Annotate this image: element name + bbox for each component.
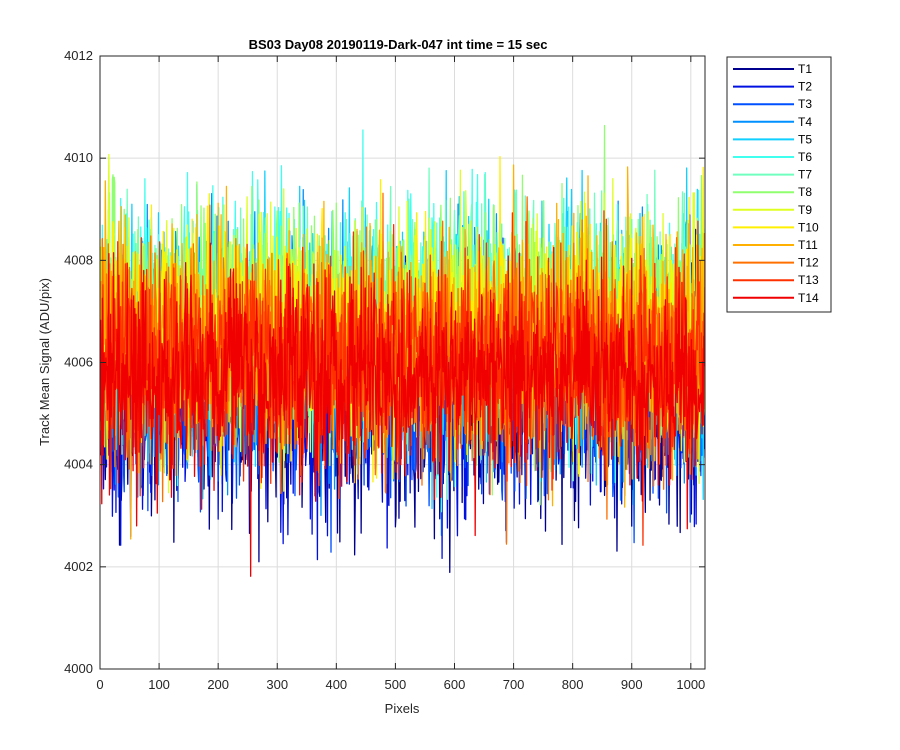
y-tick-label: 4002 (64, 559, 93, 574)
x-axis-label: Pixels (385, 701, 420, 716)
legend-label-t7: T7 (798, 168, 812, 182)
y-tick-label: 4010 (64, 150, 93, 165)
legend-label-t12: T12 (798, 256, 819, 270)
legend-box (726, 56, 832, 313)
legend-label-t2: T2 (798, 80, 812, 94)
x-tick-label: 1000 (676, 677, 705, 692)
legend: T1 T2 T3 T4 T5 T6 T7 T8 T9 T10 T11 T12 T13 T14 (726, 56, 832, 313)
x-tick-label: 900 (621, 677, 643, 692)
series-line-t8 (100, 124, 705, 506)
x-tick-label: 400 (325, 677, 347, 692)
x-tick-label: 300 (266, 677, 288, 692)
y-tick-label: 4004 (64, 457, 93, 472)
legend-label-t14: T14 (798, 291, 819, 305)
legend-label-t11: T11 (798, 238, 818, 252)
legend-label-t5: T5 (798, 132, 812, 146)
x-tick-label: 0 (96, 677, 103, 692)
y-tick-label: 4006 (64, 355, 93, 370)
x-tick-label: 800 (562, 677, 584, 692)
x-tick-label: 700 (503, 677, 525, 692)
y-tick-label: 4012 (64, 48, 93, 63)
y-axis: 4000 4002 4004 4006 4008 4010 4012 (64, 48, 705, 676)
legend-label-t4: T4 (798, 115, 812, 129)
legend-label-t8: T8 (798, 185, 812, 199)
legend-label-t9: T9 (798, 203, 812, 217)
legend-label-t13: T13 (798, 273, 819, 287)
legend-label-t10: T10 (798, 220, 819, 234)
x-tick-label: 200 (207, 677, 229, 692)
x-tick-label: 600 (444, 677, 466, 692)
y-tick-label: 4000 (64, 661, 93, 676)
legend-label-t3: T3 (798, 97, 812, 111)
y-axis-label: Track Mean Signal (ADU/pix) (37, 278, 52, 446)
y-tick-label: 4008 (64, 252, 93, 267)
series-lines (100, 124, 705, 577)
x-tick-label: 100 (148, 677, 170, 692)
x-tick-label: 500 (385, 677, 407, 692)
chart-title: BS03 Day08 20190119-Dark-047 int time = … (249, 37, 548, 52)
legend-label-t1: T1 (798, 62, 812, 76)
series-line-t14 (100, 242, 705, 577)
legend-label-t6: T6 (798, 150, 812, 164)
x-axis: 0 100 200 300 400 500 600 700 800 900 1000 (96, 56, 705, 692)
